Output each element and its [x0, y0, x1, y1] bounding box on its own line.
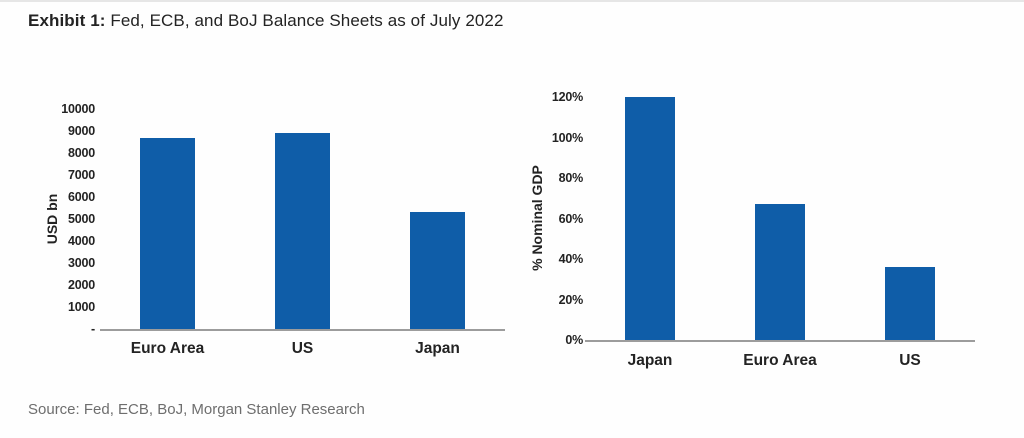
y-tick-label: 100% — [551, 130, 583, 145]
scan-edge-artifact — [0, 0, 1024, 2]
y-tick-label: 6000 — [67, 190, 95, 204]
x-category-label: US — [899, 352, 921, 369]
y-tick-label: - — [91, 322, 95, 336]
x-category-label: Euro Area — [743, 352, 817, 369]
bar-us — [885, 267, 935, 340]
x-axis-category-labels: Euro Area US Japan — [100, 340, 505, 358]
plot-area — [100, 109, 505, 331]
x-axis-category-labels: Japan Euro Area US — [585, 352, 975, 370]
y-tick-label: 10000 — [61, 102, 95, 116]
y-tick-label: 3000 — [67, 256, 95, 270]
x-category-label: US — [291, 340, 314, 357]
x-category-label: Japan — [415, 340, 460, 357]
exhibit-title: Exhibit 1: Fed, ECB, and BoJ Balance She… — [28, 11, 504, 31]
bar-japan — [625, 97, 675, 340]
bar-us — [275, 133, 330, 329]
y-tick-label: 8000 — [67, 146, 95, 160]
y-axis-tick-labels: - 1000 2000 3000 4000 5000 6000 7000 8000 9000 100… — [35, 102, 95, 336]
bar-euro-area — [755, 204, 805, 340]
exhibit-title-text: Fed, ECB, and BoJ Balance Sheets as of J… — [105, 11, 504, 30]
y-tick-label: 120% — [551, 90, 583, 104]
y-tick-label: 0% — [565, 333, 583, 347]
bar-euro-area — [140, 137, 195, 329]
y-axis-title: USD bn — [44, 193, 60, 245]
y-tick-label: 80% — [558, 171, 584, 185]
plot-area — [585, 97, 975, 342]
x-category-label: Japan — [627, 352, 673, 369]
y-axis-title: % Nominal GDP — [529, 165, 545, 271]
y-tick-label: 20% — [558, 292, 584, 307]
y-tick-label: 5000 — [67, 212, 95, 226]
y-tick-label: 9000 — [67, 124, 95, 138]
y-tick-label: 1000 — [67, 300, 95, 314]
bar-japan — [410, 212, 465, 329]
source-note: Source: Fed, ECB, BoJ, Morgan Stanley Re… — [28, 401, 365, 418]
y-tick-label: 7000 — [67, 168, 95, 182]
y-tick-label: 2000 — [67, 278, 95, 292]
y-tick-label: 4000 — [67, 234, 95, 248]
y-tick-label: 60% — [558, 211, 584, 226]
exhibit-title-prefix: Exhibit 1: — [28, 11, 106, 30]
y-tick-label: 40% — [558, 252, 584, 266]
y-axis-tick-labels: 0% 20% 40% 60% 80% 100% 120% — [523, 90, 584, 347]
x-category-label: Euro Area — [130, 340, 205, 357]
